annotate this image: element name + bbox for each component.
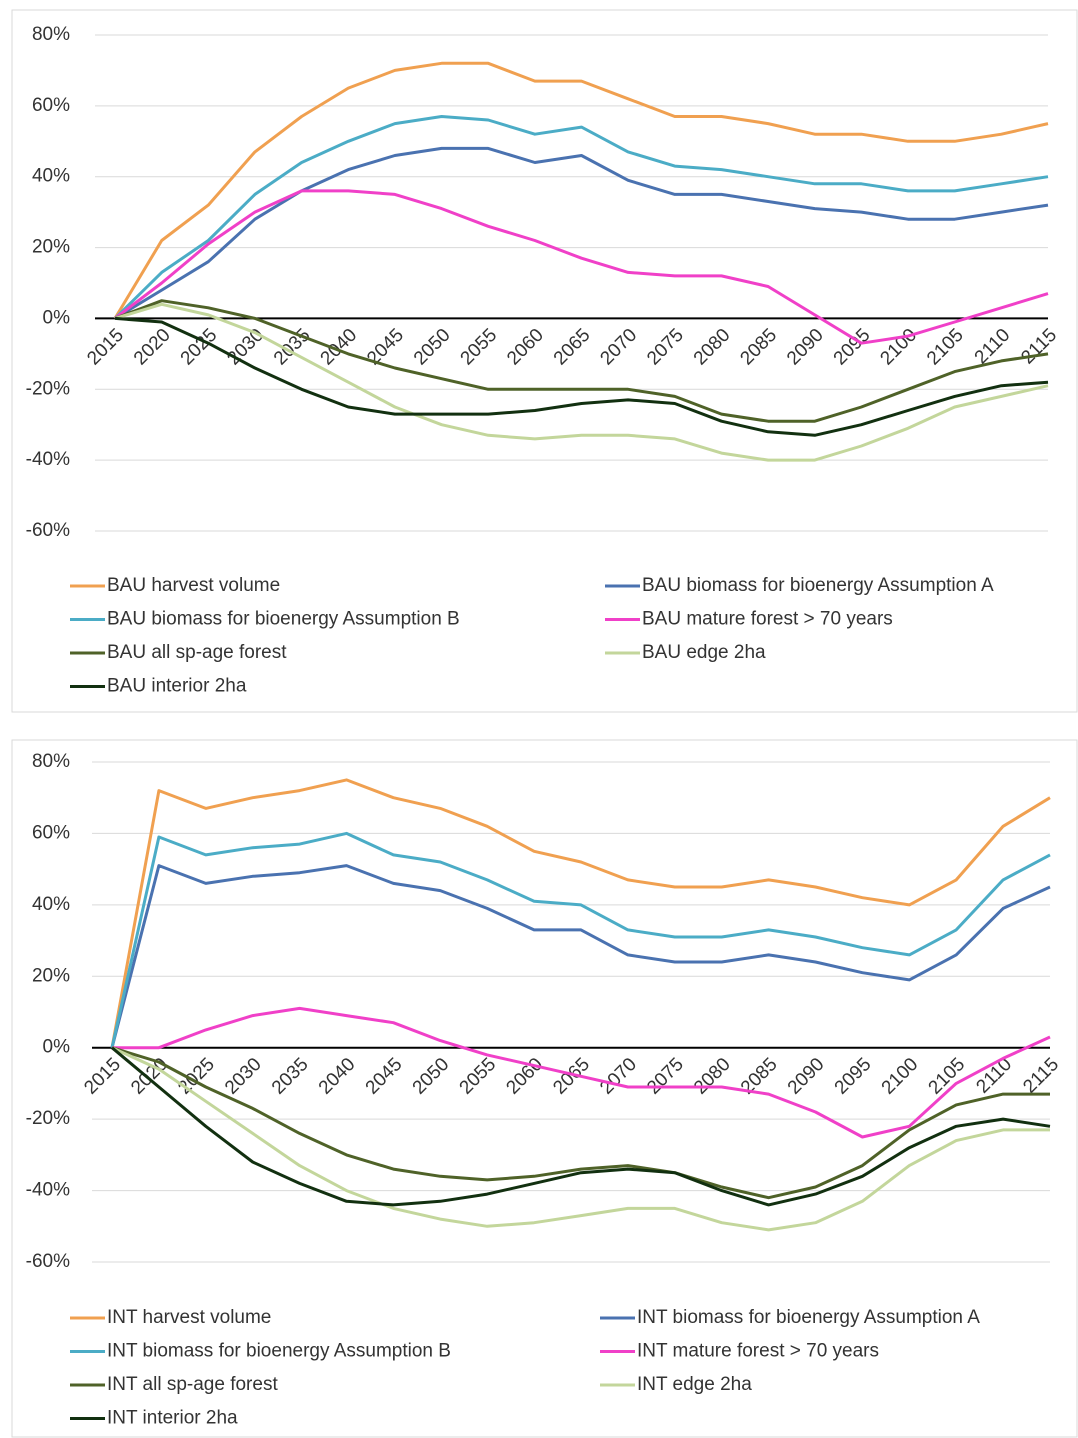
y-tick-label: 0% xyxy=(43,307,71,328)
series-line xyxy=(114,146,1049,320)
series-line xyxy=(111,1046,1051,1207)
series-line xyxy=(111,1046,1050,1232)
series-line xyxy=(110,831,1051,1049)
legend-label: BAU interior 2ha xyxy=(107,676,247,697)
chart-frame xyxy=(11,739,1078,1438)
legend-label: INT biomass for bioenergy Assumption B xyxy=(107,1341,451,1362)
y-tick-label: 60% xyxy=(32,95,70,116)
y-tick-label: 20% xyxy=(32,237,70,258)
legend-label: BAU all sp-age forest xyxy=(107,642,287,663)
series-line xyxy=(110,778,1051,1048)
y-tick-label: 40% xyxy=(32,894,70,915)
y-tick-label: -20% xyxy=(26,378,70,399)
chart-frame xyxy=(11,9,1078,713)
series-line xyxy=(114,302,1049,462)
series-line xyxy=(113,61,1049,320)
y-tick-label: -40% xyxy=(26,449,70,470)
legend-label: BAU biomass for bioenergy Assumption A xyxy=(642,575,994,596)
legend-label: INT edge 2ha xyxy=(637,1374,752,1395)
legend-label: INT all sp-age forest xyxy=(107,1374,278,1395)
legend-label: BAU edge 2ha xyxy=(642,642,766,663)
series-line xyxy=(112,1006,1051,1139)
y-tick-label: 0% xyxy=(43,1037,71,1058)
y-tick-label: -60% xyxy=(26,520,70,541)
y-tick-label: 80% xyxy=(32,24,70,45)
series-line xyxy=(110,864,1051,1049)
series-line xyxy=(113,115,1049,320)
y-tick-label: 40% xyxy=(32,166,70,187)
legend-label: INT interior 2ha xyxy=(107,1408,238,1429)
legend-label: BAU mature forest > 70 years xyxy=(642,609,893,630)
series-line xyxy=(111,1046,1050,1200)
legend-label: INT harvest volume xyxy=(107,1307,271,1328)
y-tick-label: -40% xyxy=(26,1180,70,1201)
legend-label: BAU biomass for bioenergy Assumption B xyxy=(107,609,460,630)
y-tick-label: 80% xyxy=(32,751,70,772)
y-tick-label: 20% xyxy=(32,965,70,986)
legend-label: INT biomass for bioenergy Assumption A xyxy=(637,1307,980,1328)
series-line xyxy=(114,316,1049,437)
y-tick-label: -60% xyxy=(26,1251,70,1272)
legend-label: INT mature forest > 70 years xyxy=(637,1341,879,1362)
series-line xyxy=(114,299,1049,423)
y-tick-label: -20% xyxy=(26,1108,70,1129)
y-tick-label: 60% xyxy=(32,822,70,843)
series-line xyxy=(114,189,1049,345)
legend-label: BAU harvest volume xyxy=(107,575,280,596)
